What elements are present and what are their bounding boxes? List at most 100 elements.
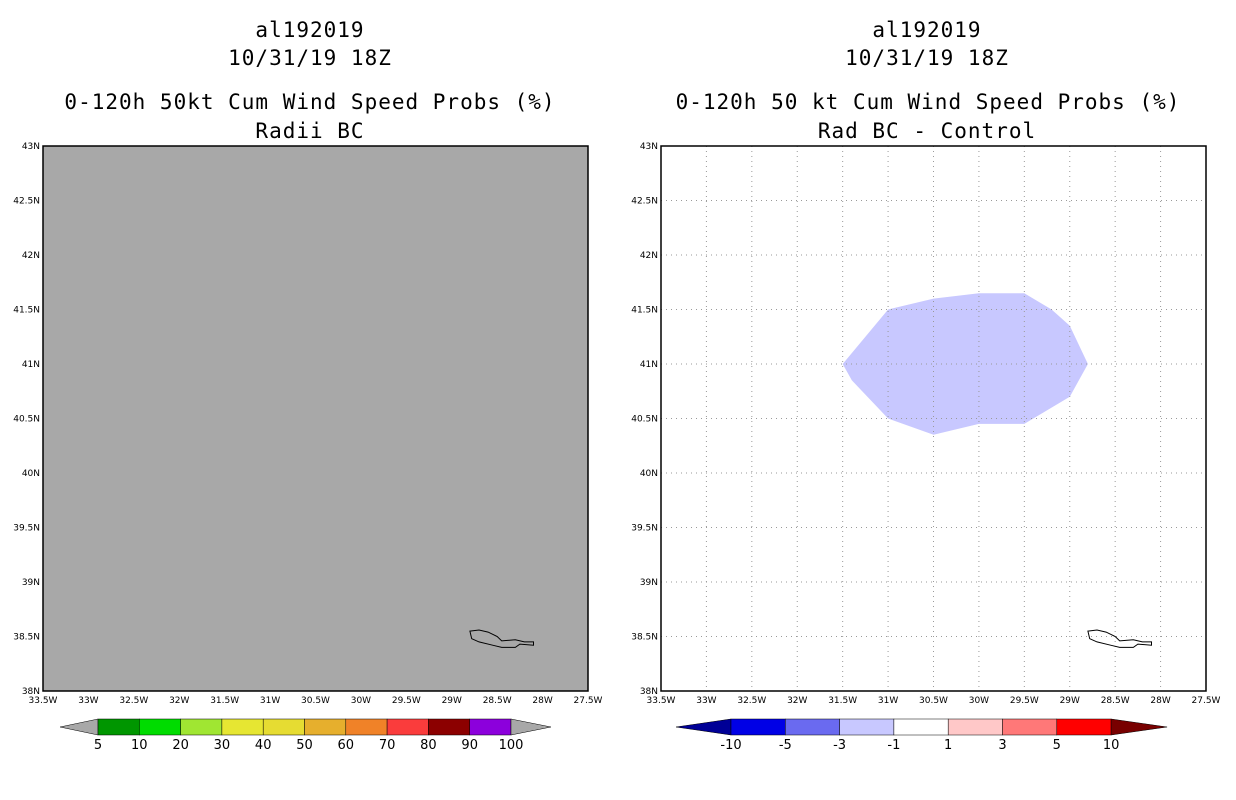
right-lat-label: 41.5N — [631, 306, 658, 316]
right-lat-label: 41N — [640, 360, 658, 370]
left-lon-label: 29W — [442, 696, 462, 706]
left-lat-label: 43N — [22, 142, 40, 152]
right-lon-label: 31.5W — [828, 696, 857, 706]
left-colorbar-label: 40 — [255, 738, 272, 753]
left-colorbar-swatch — [345, 718, 388, 736]
left-colorbar-label: 20 — [172, 738, 189, 753]
left-colorbar-swatch — [469, 718, 512, 736]
left-colorbar-label: 10 — [131, 738, 148, 753]
left-map-panel: 33.5W 33W 32.5W 32W 31.5W 31W 30.5W 30W 29.5W 29W… — [13, 142, 602, 706]
right-colorbar-swatch — [1056, 718, 1112, 736]
left-colorbar-label: 80 — [420, 738, 437, 753]
right-colorbar-swatch — [785, 718, 840, 736]
right-lon-label: 33.5W — [647, 696, 676, 706]
left-lat-label: 42.5N — [13, 197, 40, 207]
right-map-panel: 33.5W 33W 32.5W 32W 31.5W 31W 30.5W 30W 29.5W 29W… — [631, 142, 1220, 706]
left-lon-label: 30W — [351, 696, 371, 706]
left-colorbar-low-arrow — [59, 718, 99, 736]
right-lat-label: 42N — [640, 251, 658, 261]
left-island-outline — [469, 629, 534, 648]
right-lon-label: 32W — [787, 696, 807, 706]
right-lat-label: 40N — [640, 469, 658, 479]
left-lat-label: 38.5N — [13, 633, 40, 643]
right-colorbar-label: 3 — [998, 738, 1006, 753]
left-colorbar-label: 90 — [461, 738, 478, 753]
left-colorbar-label: 60 — [338, 738, 355, 753]
left-lat-label: 39N — [22, 578, 40, 588]
right-lon-label: 28.5W — [1101, 696, 1130, 706]
left-lat-label: 41N — [22, 360, 40, 370]
right-lon-label: 30W — [969, 696, 989, 706]
left-colorbar-swatch — [221, 718, 264, 736]
left-lon-label: 27.5W — [574, 696, 603, 706]
right-lon-label: 29.5W — [1010, 696, 1039, 706]
right-map-frame — [660, 145, 1207, 692]
left-datetime: 10/31/19 18Z — [228, 46, 392, 70]
left-colorbar-swatch — [139, 718, 181, 736]
left-lon-label: 32.5W — [119, 696, 148, 706]
right-subtitle: Rad BC - Control — [817, 119, 1037, 143]
right-colorbar-label: 10 — [1103, 738, 1120, 753]
left-colorbar-label: 70 — [379, 738, 396, 753]
left-storm-id: al192019 — [255, 18, 365, 42]
right-colorbar-swatch — [839, 718, 895, 736]
left-colorbar-swatch — [304, 718, 347, 736]
right-lat-label: 38.5N — [631, 633, 658, 643]
left-colorbar-swatch — [180, 718, 223, 736]
right-colorbar-swatch — [730, 718, 786, 736]
left-lon-label: 31.5W — [210, 696, 239, 706]
left-probability-fill — [43, 146, 588, 691]
right-colorbar-swatch — [947, 718, 1003, 736]
left-lon-label: 30.5W — [301, 696, 330, 706]
left-lat-label: 42N — [22, 251, 40, 261]
left-colorbar-swatch — [386, 718, 429, 736]
left-lon-label: 32W — [169, 696, 189, 706]
right-lon-label: 32.5W — [737, 696, 766, 706]
left-map-frame — [42, 145, 589, 692]
left-colorbar-swatch — [428, 718, 470, 736]
right-colorbar-high-arrow — [1110, 718, 1168, 736]
left-lat-label: 40.5N — [13, 415, 40, 425]
right-colorbar-swatch — [893, 718, 949, 736]
left-colorbar: 5 10 20 30 40 50 60 70 80 90 100 — [59, 718, 552, 753]
difference-region — [842, 293, 1088, 435]
right-colorbar-label: -1 — [887, 738, 900, 753]
left-colorbar-label: 100 — [499, 738, 524, 753]
right-colorbar-swatch — [1002, 718, 1058, 736]
right-lon-label: 27.5W — [1192, 696, 1221, 706]
left-colorbar-high-arrow — [510, 718, 552, 736]
left-lon-label: 33W — [78, 696, 98, 706]
right-lat-label: 43N — [640, 142, 658, 152]
right-storm-id: al192019 — [872, 18, 982, 42]
right-colorbar-label: -3 — [833, 738, 846, 753]
right-island-outline — [1087, 629, 1152, 648]
left-colorbar-label: 5 — [94, 738, 102, 753]
right-colorbar-label: 5 — [1053, 738, 1061, 753]
left-lon-label: 29.5W — [392, 696, 421, 706]
left-lon-label: 31W — [260, 696, 280, 706]
right-lat-label: 40.5N — [631, 415, 658, 425]
left-subtitle: Radii BC — [255, 119, 365, 143]
right-lon-label: 31W — [878, 696, 898, 706]
left-lon-label: 28W — [532, 696, 552, 706]
right-lat-label: 39.5N — [631, 524, 658, 534]
left-title: 0-120h 50kt Cum Wind Speed Probs (%) — [64, 90, 556, 114]
left-lat-label: 41.5N — [13, 306, 40, 316]
left-lon-label: 28.5W — [483, 696, 512, 706]
right-colorbar-label: 1 — [944, 738, 952, 753]
left-colorbar-label: 30 — [214, 738, 231, 753]
left-colorbar-swatch — [262, 718, 305, 736]
right-lon-label: 30.5W — [919, 696, 948, 706]
right-title: 0-120h 50 kt Cum Wind Speed Probs (%) — [675, 90, 1181, 114]
left-lon-label: 33.5W — [29, 696, 58, 706]
right-colorbar-label: -5 — [779, 738, 792, 753]
right-colorbar-label: -10 — [720, 738, 741, 753]
right-lat-label: 39N — [640, 578, 658, 588]
right-lon-label: 28W — [1150, 696, 1170, 706]
left-colorbar-label: 50 — [296, 738, 313, 753]
left-lat-label: 39.5N — [13, 524, 40, 534]
right-lat-label: 42.5N — [631, 197, 658, 207]
right-datetime: 10/31/19 18Z — [845, 46, 1009, 70]
right-colorbar: -10 -5 -3 -1 1 3 5 10 — [675, 718, 1168, 753]
